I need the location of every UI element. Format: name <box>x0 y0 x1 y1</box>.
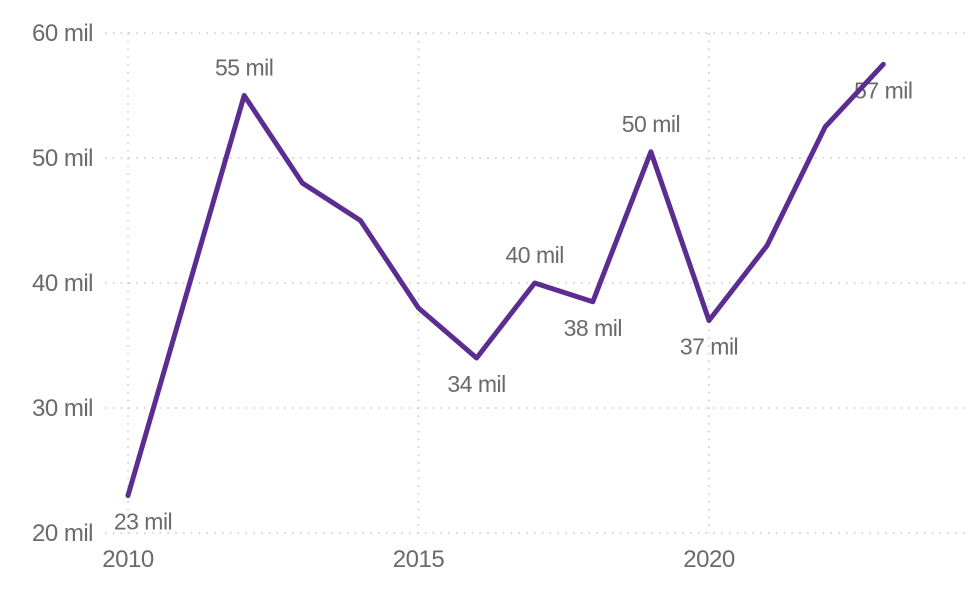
y-axis-tick-label: 60 mil <box>32 20 93 47</box>
y-axis-tick-label: 50 mil <box>32 145 93 172</box>
y-axis-tick-label: 40 mil <box>32 270 93 297</box>
data-label: 40 mil <box>506 242 564 268</box>
data-label: 50 mil <box>622 111 680 137</box>
y-axis-tick-label: 20 mil <box>32 520 93 547</box>
data-label: 38 mil <box>564 315 622 341</box>
data-label: 34 mil <box>447 371 505 397</box>
data-label: 55 mil <box>215 55 273 81</box>
data-label: 37 mil <box>680 334 738 360</box>
x-axis-tick-label: 2020 <box>683 546 735 573</box>
x-axis-tick-label: 2015 <box>393 546 445 573</box>
y-axis-tick-label: 30 mil <box>32 395 93 422</box>
data-label: 23 mil <box>114 509 172 535</box>
series-line[interactable] <box>125 61 886 498</box>
x-axis-tick-label: 2010 <box>102 546 154 573</box>
data-label: 57 mil <box>854 77 912 103</box>
